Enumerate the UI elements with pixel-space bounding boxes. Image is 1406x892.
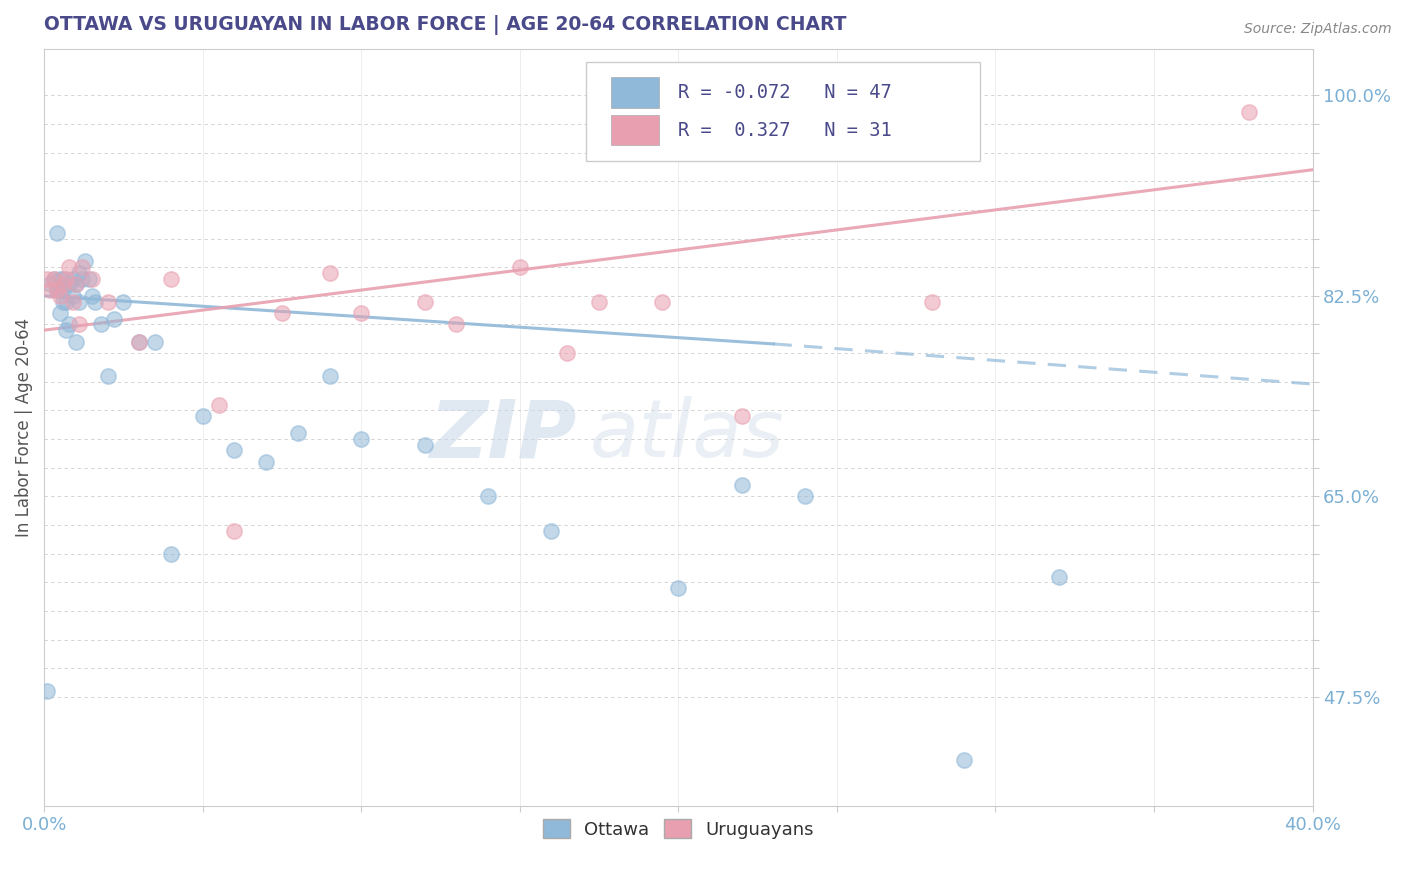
- Point: [318, 369, 340, 384]
- Point: [55, 271, 77, 285]
- Point: [39, 283, 62, 297]
- Point: [45, 283, 67, 297]
- Point: [413, 294, 436, 309]
- Point: [651, 294, 673, 309]
- Point: [67, 294, 90, 309]
- Point: [666, 581, 689, 595]
- Point: [45, 226, 67, 240]
- Point: [67, 266, 90, 280]
- Point: [42, 271, 65, 285]
- Point: [65, 277, 87, 292]
- Point: [49, 271, 72, 285]
- Text: R = -0.072   N = 47: R = -0.072 N = 47: [678, 83, 891, 102]
- Point: [77, 271, 100, 285]
- FancyBboxPatch shape: [612, 115, 659, 145]
- Point: [794, 489, 817, 503]
- Point: [52, 294, 75, 309]
- Point: [287, 426, 309, 441]
- Point: [70, 271, 93, 285]
- FancyBboxPatch shape: [586, 62, 980, 161]
- Point: [731, 409, 754, 423]
- Point: [350, 306, 373, 320]
- Point: [128, 334, 150, 349]
- Point: [52, 277, 75, 292]
- Point: [1047, 569, 1070, 583]
- Point: [37, 271, 59, 285]
- Point: [254, 455, 277, 469]
- Point: [540, 524, 562, 538]
- Point: [588, 294, 610, 309]
- Point: [70, 260, 93, 275]
- Point: [45, 283, 67, 297]
- Point: [477, 489, 499, 503]
- Point: [39, 277, 62, 292]
- Point: [160, 547, 183, 561]
- Point: [80, 271, 103, 285]
- Point: [160, 271, 183, 285]
- Point: [952, 753, 974, 767]
- Point: [62, 294, 84, 309]
- Point: [49, 283, 72, 297]
- Point: [80, 289, 103, 303]
- Point: [37, 684, 59, 698]
- Point: [271, 306, 294, 320]
- Point: [446, 318, 468, 332]
- Point: [55, 294, 77, 309]
- FancyBboxPatch shape: [612, 78, 659, 108]
- Point: [55, 323, 77, 337]
- Point: [143, 334, 166, 349]
- Point: [191, 409, 214, 423]
- Legend: Ottawa, Uruguayans: Ottawa, Uruguayans: [536, 812, 821, 846]
- Point: [49, 306, 72, 320]
- Point: [731, 478, 754, 492]
- Point: [96, 369, 118, 384]
- Text: ZIP: ZIP: [429, 396, 576, 475]
- Point: [83, 294, 105, 309]
- Point: [52, 283, 75, 297]
- Text: R =  0.327   N = 31: R = 0.327 N = 31: [678, 120, 891, 140]
- Point: [96, 294, 118, 309]
- Point: [509, 260, 531, 275]
- Point: [103, 311, 125, 326]
- Point: [1237, 105, 1260, 120]
- Y-axis label: In Labor Force | Age 20-64: In Labor Force | Age 20-64: [15, 318, 32, 537]
- Text: OTTAWA VS URUGUAYAN IN LABOR FORCE | AGE 20-64 CORRELATION CHART: OTTAWA VS URUGUAYAN IN LABOR FORCE | AGE…: [44, 15, 846, 35]
- Point: [65, 334, 87, 349]
- Point: [58, 318, 80, 332]
- Point: [75, 254, 97, 268]
- Point: [413, 438, 436, 452]
- Point: [921, 294, 943, 309]
- Point: [42, 271, 65, 285]
- Point: [52, 271, 75, 285]
- Point: [58, 260, 80, 275]
- Point: [350, 432, 373, 446]
- Point: [49, 289, 72, 303]
- Text: Source: ZipAtlas.com: Source: ZipAtlas.com: [1244, 22, 1392, 37]
- Point: [62, 271, 84, 285]
- Text: atlas: atlas: [589, 396, 785, 475]
- Point: [65, 277, 87, 292]
- Point: [318, 266, 340, 280]
- Point: [224, 443, 246, 458]
- Point: [112, 294, 135, 309]
- Point: [557, 346, 579, 360]
- Point: [224, 524, 246, 538]
- Point: [67, 318, 90, 332]
- Point: [128, 334, 150, 349]
- Point: [62, 289, 84, 303]
- Point: [207, 398, 229, 412]
- Point: [58, 277, 80, 292]
- Point: [90, 318, 112, 332]
